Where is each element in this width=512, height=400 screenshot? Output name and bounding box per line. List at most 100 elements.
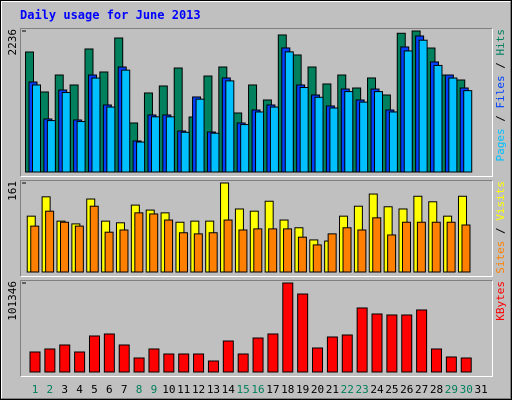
legend: KBytes <box>494 281 507 321</box>
bar <box>163 353 175 373</box>
bar <box>223 219 233 273</box>
bar <box>329 107 339 173</box>
chart-title: Daily usage for June 2013 <box>20 8 201 22</box>
bar <box>269 106 279 173</box>
bar <box>283 228 293 273</box>
bar <box>207 360 219 373</box>
x-tick-label: 20 <box>311 383 324 396</box>
bar <box>30 225 40 273</box>
x-tick-label: 27 <box>415 383 428 396</box>
bar <box>225 80 235 173</box>
bar <box>178 232 188 273</box>
bar <box>344 91 354 173</box>
legend-entry: Files <box>494 75 507 108</box>
bar <box>59 221 69 273</box>
legend-entry: Pages <box>494 128 507 161</box>
x-tick-label: 10 <box>162 383 175 396</box>
x-tick-label: 22 <box>341 383 354 396</box>
bar <box>461 224 471 273</box>
bar <box>460 357 472 373</box>
bar <box>282 282 294 373</box>
bar <box>148 348 160 373</box>
bar <box>237 353 249 373</box>
bar <box>312 347 324 373</box>
bar <box>240 124 250 173</box>
bar <box>76 121 86 173</box>
legend: Sites / Visits <box>494 181 507 274</box>
bar <box>402 221 411 273</box>
bar <box>357 229 367 273</box>
bar <box>104 231 114 273</box>
panel-bevel <box>20 280 493 377</box>
bar <box>403 50 413 173</box>
bar <box>149 213 159 273</box>
bar <box>61 92 71 173</box>
x-tick-label: 6 <box>106 383 113 396</box>
bar <box>463 90 473 173</box>
bar <box>118 344 130 373</box>
bar <box>418 39 428 173</box>
x-tick-label: 16 <box>251 383 264 396</box>
bar <box>326 336 338 373</box>
bar <box>134 212 144 273</box>
bar <box>74 351 86 373</box>
bar <box>284 51 294 173</box>
x-tick-label: 5 <box>91 383 98 396</box>
x-tick-label: 24 <box>370 383 384 396</box>
bar <box>356 307 368 373</box>
bar <box>312 244 322 273</box>
bar <box>371 313 383 373</box>
x-tick-label: 19 <box>296 383 309 396</box>
x-tick-label: 30 <box>460 383 473 396</box>
x-tick-label: 29 <box>445 383 458 396</box>
bar <box>29 351 41 373</box>
bar <box>91 77 101 173</box>
x-tick-label: 23 <box>356 383 369 396</box>
bar <box>433 64 443 173</box>
bar <box>431 221 441 273</box>
x-tick-label: 21 <box>326 383 339 396</box>
x-tick-label: 11 <box>177 383 190 396</box>
legend-separator: / <box>494 56 507 76</box>
bar <box>222 340 234 373</box>
bar <box>401 314 413 373</box>
bar <box>238 229 248 273</box>
bar <box>445 356 457 373</box>
bar <box>89 205 99 273</box>
bar <box>180 131 190 173</box>
bar <box>119 229 129 273</box>
bar <box>374 91 384 173</box>
x-tick-label: 2 <box>47 383 54 396</box>
bar <box>210 132 220 173</box>
bar <box>359 101 369 173</box>
legend-entry: Hits <box>494 29 507 56</box>
legend-separator: / <box>494 109 507 129</box>
bar <box>446 221 456 273</box>
legend-entry: KBytes <box>494 281 507 321</box>
x-tick-label: 14 <box>222 383 236 396</box>
x-tick-label: 17 <box>266 383 279 396</box>
bar <box>268 228 278 273</box>
bar <box>297 293 309 373</box>
bar <box>386 314 398 373</box>
bar <box>45 210 55 273</box>
bar <box>253 228 263 273</box>
legend: Pages / Files / Hits <box>494 29 507 162</box>
panel-bevel <box>20 28 493 177</box>
y-tick-label: 2236 <box>6 29 19 56</box>
bar <box>74 225 84 273</box>
bar <box>299 87 309 173</box>
bar <box>327 233 337 273</box>
bar <box>193 233 203 273</box>
bar <box>297 236 307 273</box>
legend-entry: Sites <box>494 241 507 274</box>
x-tick-label: 26 <box>400 383 413 396</box>
x-tick-label: 25 <box>385 383 398 396</box>
legend-entry: Visits <box>494 181 507 221</box>
bar <box>46 120 56 173</box>
bar <box>314 96 324 173</box>
bar <box>448 77 458 173</box>
